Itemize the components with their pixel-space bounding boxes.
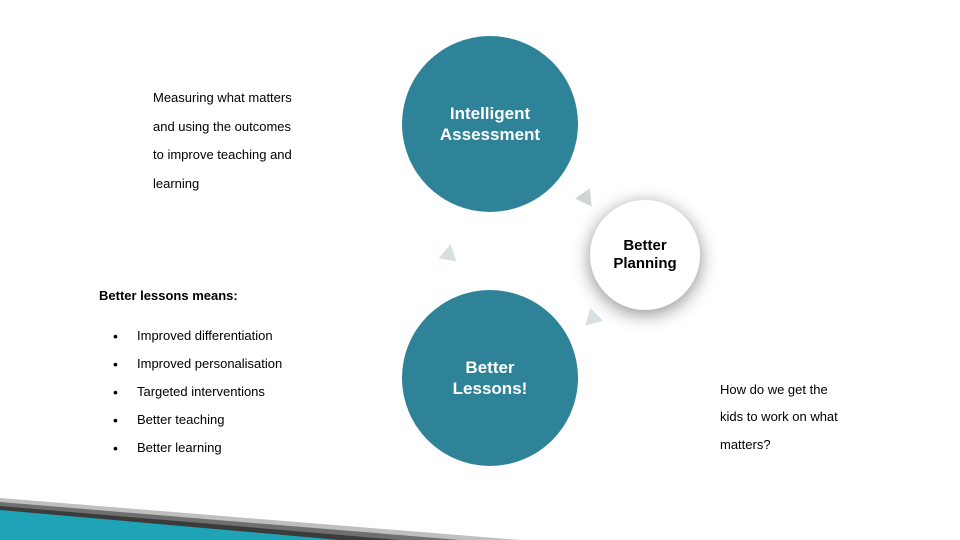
intro-line: to improve teaching and [153,141,292,170]
intro-line: learning [153,170,292,199]
bullet-list: Improved differentiation Improved person… [113,328,282,468]
question-line: How do we get the [720,376,900,403]
intro-line: and using the outcomes [153,113,292,142]
intro-line: Measuring what matters [153,84,292,113]
list-item: Better teaching [113,412,282,427]
question-line: kids to work on what [720,403,900,430]
list-item: Targeted interventions [113,384,282,399]
intro-paragraph: Measuring what matters and using the out… [153,84,292,198]
arrow-icon [439,243,460,262]
question-paragraph: How do we get the kids to work on what m… [720,376,900,458]
subtitle: Better lessons means: [99,288,238,303]
node-label: Better Planning [613,237,676,273]
arrow-icon [579,308,603,332]
arrow-icon [575,188,599,211]
node-lessons: Better Lessons! [402,290,578,466]
list-item: Improved differentiation [113,328,282,343]
question-line: matters? [720,431,900,458]
node-label: Better Lessons! [453,357,528,400]
list-item: Better learning [113,440,282,455]
node-planning: Better Planning [590,200,700,310]
node-label: Intelligent Assessment [440,103,540,146]
list-item: Improved personalisation [113,356,282,371]
node-assessment: Intelligent Assessment [402,36,578,212]
